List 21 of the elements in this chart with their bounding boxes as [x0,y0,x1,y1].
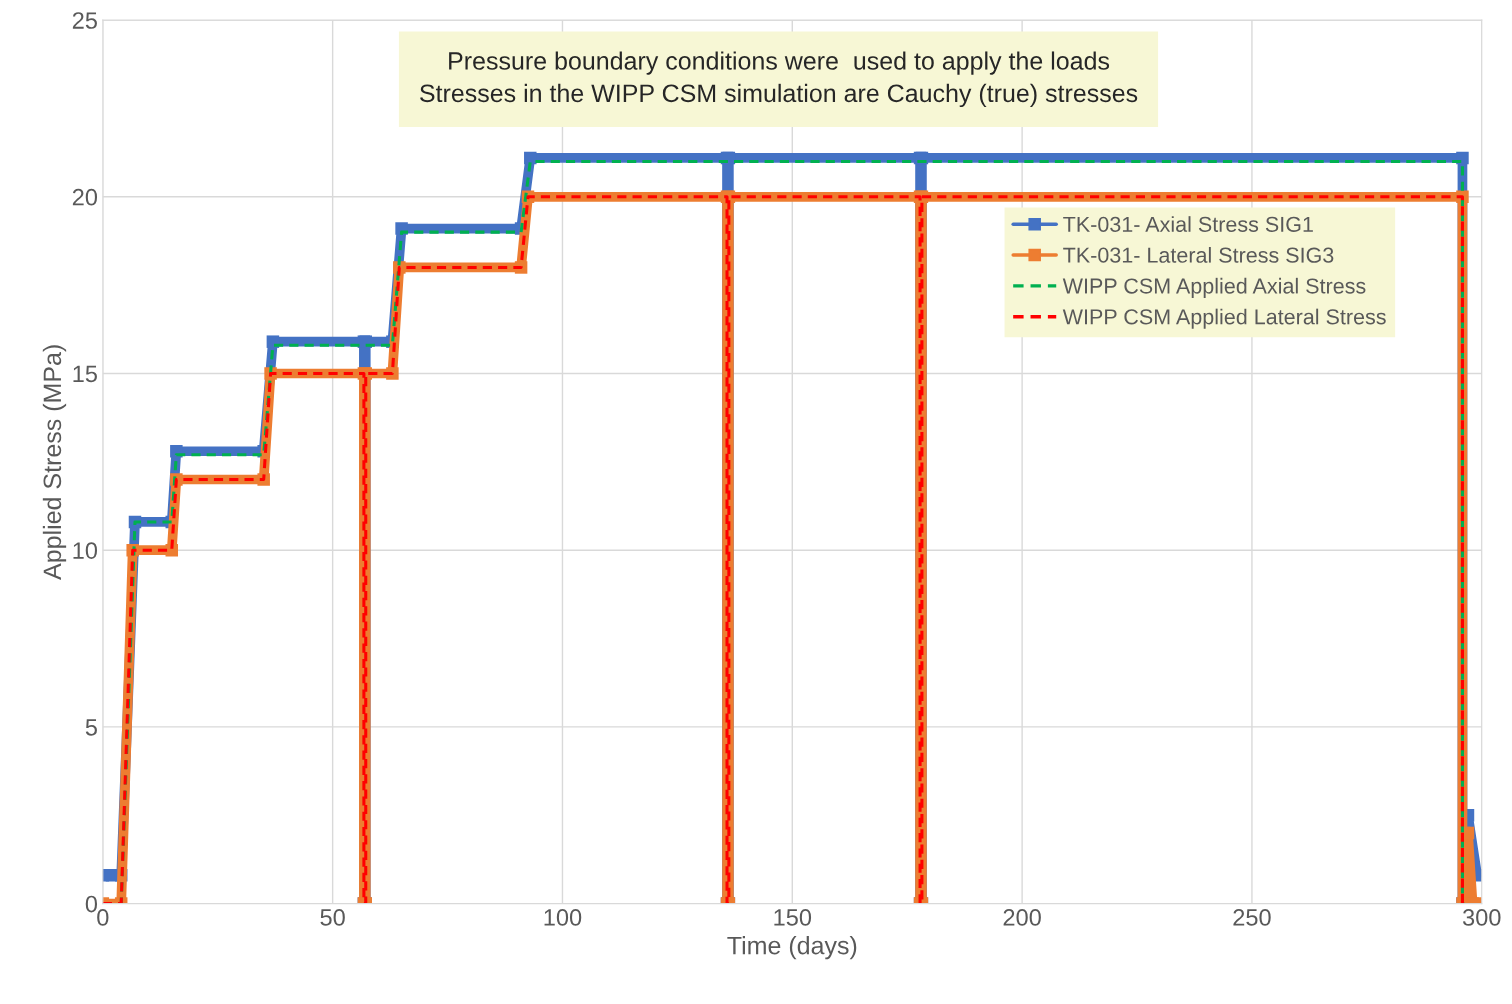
x-axis-title: Time (days) [727,936,857,960]
x-tick-label: 0 [97,909,109,926]
y-tick-label: 10 [73,542,98,559]
x-tick-label: 50 [320,909,345,926]
y-tick-label: 15 [73,365,97,383]
legend-label: WIPP CSM Applied Lateral Stress [1062,308,1386,329]
legend-label: TK-031- Axial Stress SIG1 [1063,216,1313,232]
legend-label: TK-031- Lateral Stress SIG3 [1063,246,1334,263]
legend-label: WIPP CSM Applied Axial Stress [1062,277,1366,298]
x-tick-label: 200 [1003,909,1041,926]
x-tick-label: 100 [544,909,582,926]
annotation: Stresses in the WIPP CSM simulation are Cauchy (true) stresses [420,83,1138,108]
y-tick-label: 20 [72,188,98,206]
x-tick-label: 300 [1462,909,1501,926]
x-tick-label: 250 [1233,909,1271,926]
annotation: Pressure boundary conditions were used to apply the loads [449,51,1110,75]
y-tick-label: 5 [85,719,97,736]
x-tick-label: 150 [774,909,812,926]
y-tick-label: 25 [72,12,97,29]
y-tick-label: 0 [85,895,98,913]
y-axis-title: Applied Stress (MPa) [42,345,67,580]
